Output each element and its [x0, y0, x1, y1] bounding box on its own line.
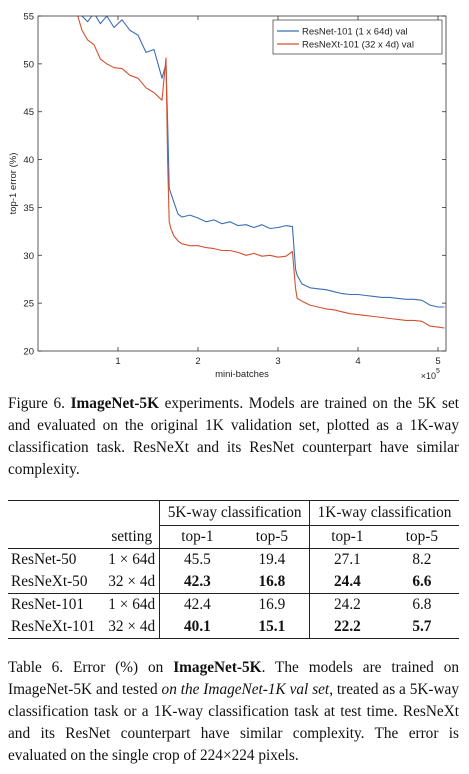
row-value: 27.1 [309, 548, 385, 571]
table-caption-part2: . The models are trained on ImageNet-5K … [8, 659, 460, 698]
row-value: 40.1 [159, 616, 235, 639]
series-line-resnet [81, 16, 445, 308]
row-setting: 1 × 64d [104, 593, 160, 616]
x-scale-label: ×10 [421, 371, 436, 381]
y-tick-label: 25 [23, 299, 34, 310]
legend-entry: ResNet-101 (1 x 64d) val [302, 27, 408, 38]
table-row: ResNet-50 1 × 64d 45.5 19.4 27.1 8.2 [8, 548, 459, 571]
x-tick-label: 3 [275, 356, 280, 367]
col-header-5k-top5: top-5 [255, 528, 288, 545]
group-header-1k: 1K-way classification [309, 500, 459, 526]
row-value: 16.8 [258, 573, 286, 590]
table-caption-part3: , treated as a 5K-way classification tas… [8, 681, 459, 764]
row-value: 6.8 [384, 593, 459, 616]
x-tick-label: 4 [355, 356, 360, 367]
y-tick-label: 20 [23, 347, 34, 358]
table-caption-prefix: Table 6. Error (%) on [8, 659, 164, 676]
y-tick-label: 35 [23, 203, 34, 214]
table-caption: Table 6. Error (%) on ImageNet-5K. The m… [8, 657, 459, 769]
table-caption-bold: ImageNet-5K [173, 659, 262, 676]
table-group-header-row: 5K-way classification 1K-way classificat… [8, 500, 459, 526]
row-setting: 32 × 4d [108, 573, 156, 590]
y-tick-label: 30 [23, 251, 34, 262]
y-tick-label: 50 [23, 59, 34, 70]
table-setting-spacer [104, 500, 160, 526]
x-tick-label: 2 [195, 356, 200, 367]
table-corner-cell [8, 500, 105, 526]
table-row: ResNeXt-50 32 × 4d 42.3 16.8 24.4 6.6 [8, 571, 459, 594]
row-model: ResNet-50 [8, 548, 105, 571]
x-scale-exponent: 5 [436, 368, 440, 375]
training-curve-chart: 20 25 30 35 40 45 50 55 1 2 3 4 5 mini-batches top-1 e… [8, 12, 447, 381]
x-tick-label: 1 [115, 356, 120, 367]
row-value: 16.9 [234, 593, 310, 616]
row-value: 45.5 [159, 548, 235, 571]
row-value: 22.2 [309, 616, 385, 639]
y-tick-label: 55 [23, 12, 34, 23]
table-model-header [8, 526, 104, 549]
x-axis-label: mini-batches [215, 369, 269, 380]
legend-box [272, 19, 443, 55]
col-header-5k-top1: top-1 [159, 525, 235, 549]
figure-caption-prefix: Figure 6. [8, 395, 66, 412]
row-value: 42.3 [159, 571, 235, 594]
row-value: 5.7 [384, 616, 459, 639]
row-value: 24.2 [309, 593, 385, 616]
row-setting: 1 × 64d [104, 548, 160, 571]
col-header-1k-top1: top-1 [309, 525, 385, 549]
figure-caption-bold: ImageNet-5K [70, 395, 159, 412]
row-model: ResNeXt-50 [11, 573, 88, 590]
table-row: ResNeXt-101 32 × 4d 40.1 15.1 22.2 5.7 [8, 616, 459, 639]
row-value: 8.2 [384, 548, 459, 571]
y-tick-label: 40 [23, 155, 34, 166]
table-column-header-row: setting top-1 top-5 top-1 top-5 [8, 525, 459, 549]
table-caption-italic: on the ImageNet-1K val set [161, 681, 330, 698]
row-value: 15.1 [234, 616, 310, 639]
row-value: 24.4 [309, 571, 385, 594]
row-value: 42.4 [159, 593, 235, 616]
figure-caption: Figure 6. ImageNet-5K experiments. Model… [8, 393, 459, 483]
row-value: 6.6 [412, 573, 432, 590]
plot-frame [37, 15, 447, 352]
table-row: ResNet-101 1 × 64d 42.4 16.9 24.2 6.8 [8, 593, 459, 616]
row-setting: 32 × 4d [104, 616, 160, 639]
row-model: ResNeXt-101 [8, 616, 105, 639]
results-table: 5K-way classification 1K-way classificat… [8, 500, 459, 639]
y-axis-label: top-1 error (%) [8, 153, 19, 215]
col-header-setting: setting [111, 527, 153, 545]
series-line-resnext [77, 16, 445, 329]
col-header-1k-top5: top-5 [405, 528, 439, 545]
y-tick-label: 45 [23, 107, 34, 118]
x-tick-label: 5 [435, 356, 440, 367]
group-header-5k: 5K-way classification [159, 500, 310, 526]
legend-entry: ResNeXt-101 (32 x 4d) val [302, 40, 414, 51]
row-model: ResNet-101 [8, 593, 105, 616]
row-value: 19.4 [234, 548, 310, 571]
figure-caption-text: experiments. Models are trained on the 5… [8, 395, 459, 478]
